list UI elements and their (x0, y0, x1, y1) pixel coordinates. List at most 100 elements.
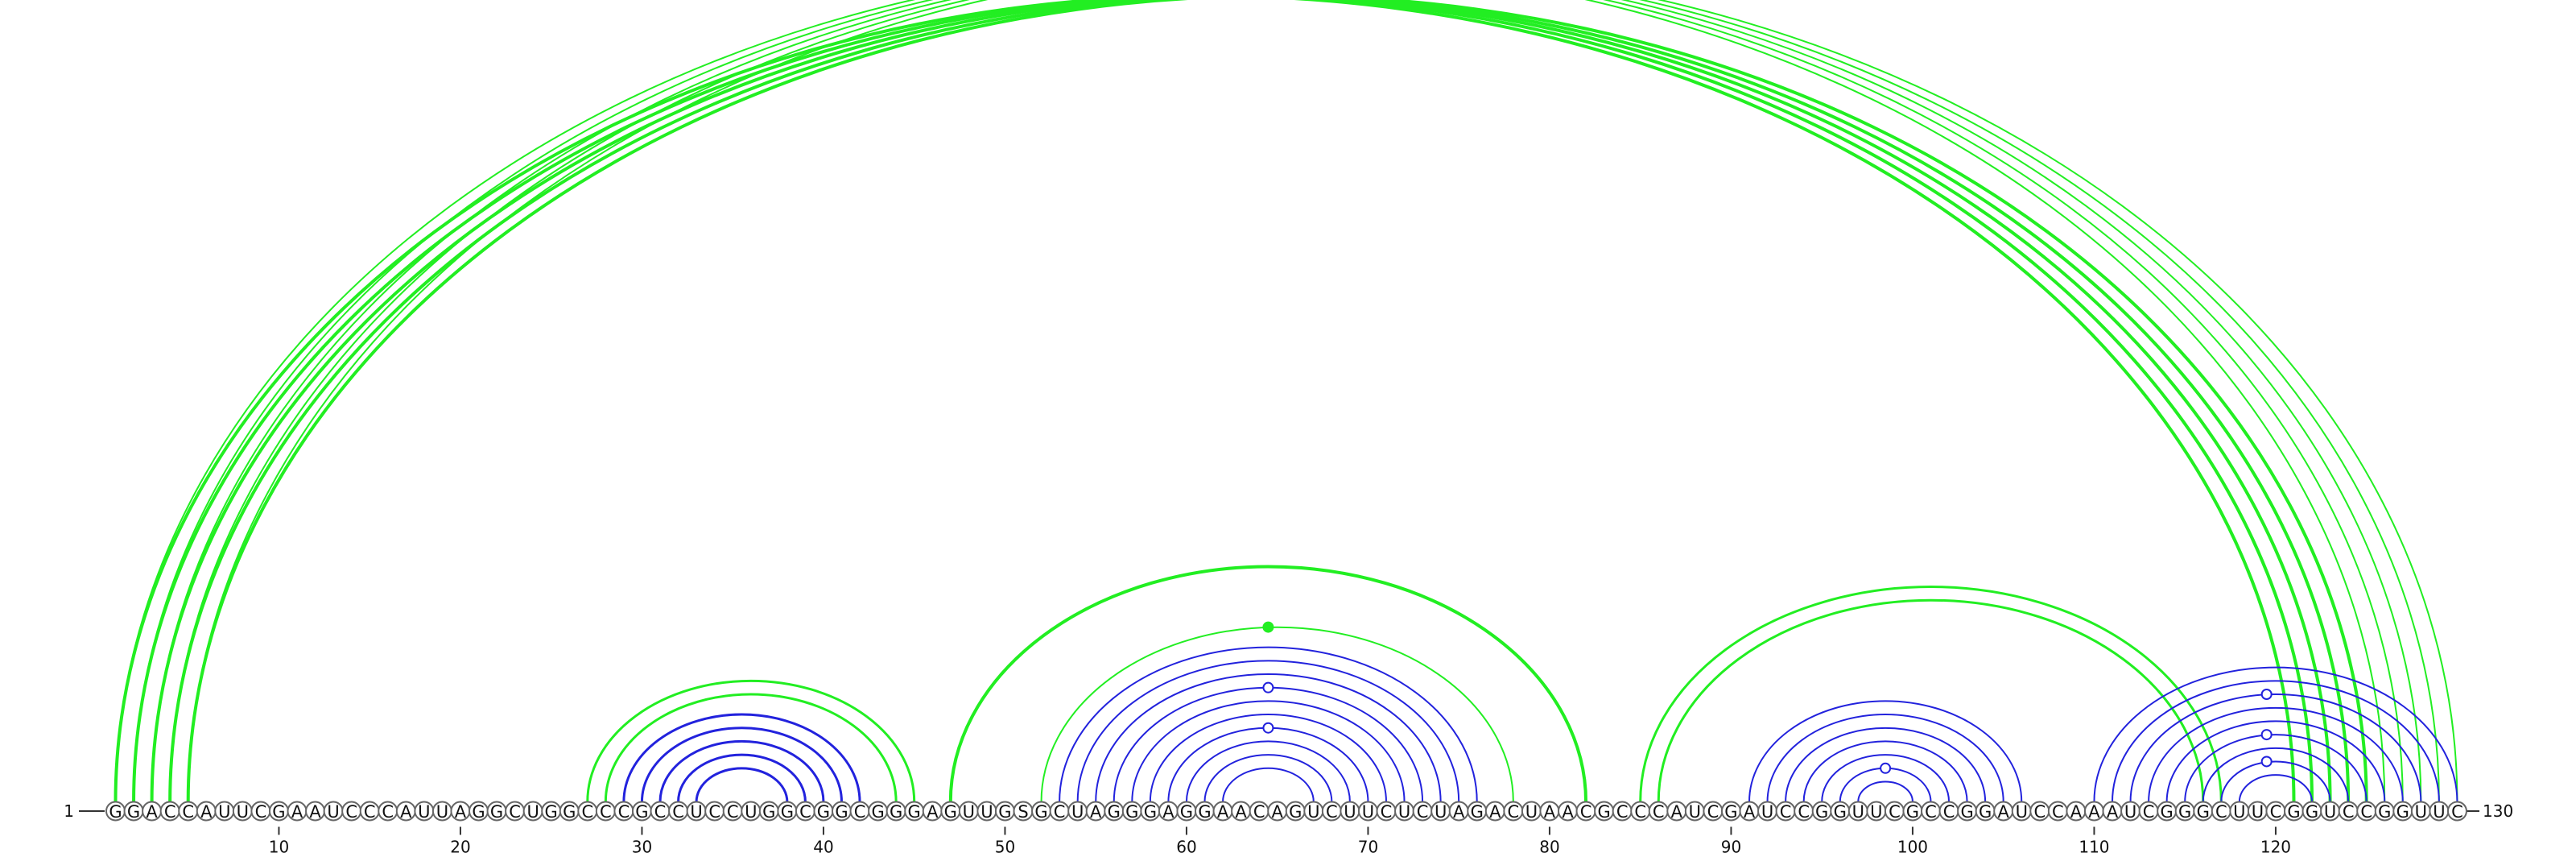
nucleotide-letter: U (2124, 802, 2136, 822)
nucleotide-letter: C (1326, 802, 1338, 822)
sequence-backbone: 1 130 (64, 801, 2513, 821)
nucleotide-letter: U (2433, 802, 2445, 822)
nucleotide-circle (2446, 801, 2467, 822)
nucleotide-letter: A (1671, 802, 1683, 822)
arc-32-39 (677, 753, 807, 802)
nucleotide-letter: S (1018, 802, 1028, 822)
nucleotide-letter: U (1761, 802, 1773, 822)
nucleotide-letter: G (2178, 802, 2191, 822)
arc-4-124 (168, 0, 2351, 802)
nucleotide-letter: C (2033, 802, 2046, 822)
nucleotide-letter: C (2270, 802, 2282, 822)
nucleotide-letter: G (490, 802, 503, 822)
nucleotide-letter: A (455, 802, 467, 822)
nucleotide-letter: G (1034, 802, 1047, 822)
nucleotide-letter: U (1689, 802, 1701, 822)
nucleotide-letter: C (2052, 802, 2064, 822)
nucleotide-letter: C (1634, 802, 1646, 822)
nucleotide-letter: G (908, 802, 921, 822)
arc-117-123 (2220, 760, 2331, 802)
arc-47-82 (948, 565, 1588, 802)
arc-marker-8 (2260, 756, 2273, 768)
nucleotide-letter: G (472, 802, 485, 822)
nucleotide-letter: C (164, 802, 176, 822)
nucleotide-letter: C (2143, 802, 2155, 822)
nucleotide-letter: U (2252, 802, 2264, 822)
nucleotide-letter: U (526, 802, 539, 822)
arc-115-125 (2184, 734, 2368, 802)
arc-61-68 (1203, 754, 1333, 802)
position-ticks: 10 20 30 40 50 60 70 80 90 100 110 120 (269, 826, 2291, 857)
arc-113-127 (2148, 706, 2404, 802)
nucleotide-letter: C (2451, 802, 2463, 822)
nucleotide-letter: A (1453, 802, 1465, 822)
tick-label-100: 100 (1897, 838, 1928, 857)
nucleotide-letter: A (2070, 802, 2083, 822)
nucleotide-letter: G (944, 802, 957, 822)
nucleotide-letter: C (854, 802, 866, 822)
arc-116-124 (2202, 747, 2350, 802)
nucleotide-letter: C (1943, 802, 1955, 822)
arc-110-130 (2093, 666, 2458, 802)
nucleotide-letter: U (327, 802, 339, 822)
nucleotide-letter: C (708, 802, 720, 822)
arc-53-76 (1059, 646, 1478, 802)
nucleotide-letter: C (1798, 802, 1810, 822)
arc-3-128 (152, 0, 2421, 802)
nucleotide-letter: A (2088, 802, 2100, 822)
arc-29-42 (622, 713, 861, 802)
nucleotide-letter: G (1125, 802, 1138, 822)
arc-118-122 (2238, 774, 2314, 802)
nucleotide-letter: C (1653, 802, 1665, 822)
sequence-end-label: 130 (2483, 801, 2513, 821)
arc-5-130 (188, 0, 2458, 802)
nucleotide-letter: G (762, 802, 775, 822)
arc-57-72 (1131, 700, 1406, 802)
arc-97-100 (1857, 780, 1913, 802)
nucleotide-letter: C (1889, 802, 1901, 822)
tick-label-70: 70 (1358, 838, 1378, 857)
nucleotide-letter: U (1398, 802, 1410, 822)
nucleotide-letter: G (781, 802, 794, 822)
nucleotide-letter: C (364, 802, 376, 822)
nucleotide-letter: C (382, 802, 394, 822)
nucleotide-letter: U (2324, 802, 2336, 822)
arc-86-116 (1657, 598, 2205, 802)
nucleotide-letter: G (1906, 802, 1919, 822)
nucleotide-letter: U (1362, 802, 1374, 822)
nucleotide-letter: G (1198, 802, 1211, 822)
nucleotide-letter: G (1724, 802, 1737, 822)
arc-59-70 (1167, 727, 1369, 802)
nucleotide-letter: G (2287, 802, 2300, 822)
nucleotide-letter: A (309, 802, 321, 822)
arc-2-122 (132, 0, 2314, 802)
nucleotide-letter: G (563, 802, 576, 822)
nucleotide-letter: C (672, 802, 684, 822)
nucleotide-letter: U (1071, 802, 1084, 822)
arc-5-125 (186, 0, 2368, 802)
nucleotide-letter: A (2107, 802, 2119, 822)
nucleotide-letter: G (1960, 802, 1973, 822)
nucleotide-letter: C (799, 802, 811, 822)
sequence-start-label: 1 (64, 801, 74, 821)
nucleotide-letter: U (2233, 802, 2245, 822)
nucleotide-letter: C (509, 802, 521, 822)
nucleotide-letter: C (2343, 802, 2355, 822)
nucleotide-letter: G (109, 802, 122, 822)
nucleotide-letter: A (200, 802, 213, 822)
nucleotide-letter: C (727, 802, 739, 822)
arc-28-44 (604, 693, 898, 802)
nucleotide-letter: G (1471, 802, 1484, 822)
nucleotide-letter: G (1834, 802, 1847, 822)
nucleotide-letter: G (1815, 802, 1828, 822)
tick-label-60: 60 (1176, 838, 1196, 857)
arc-marker-7 (2260, 729, 2273, 741)
nucleotide-letter: A (1217, 802, 1229, 822)
nucleotide-letter: U (418, 802, 430, 822)
nucleotide-letter: G (2161, 802, 2174, 822)
nucleotide-letter: A (146, 802, 158, 822)
nucleotide-letter: G (1979, 802, 1992, 822)
tick-label-40: 40 (813, 838, 833, 857)
nucleotide-letter: G (835, 802, 848, 822)
